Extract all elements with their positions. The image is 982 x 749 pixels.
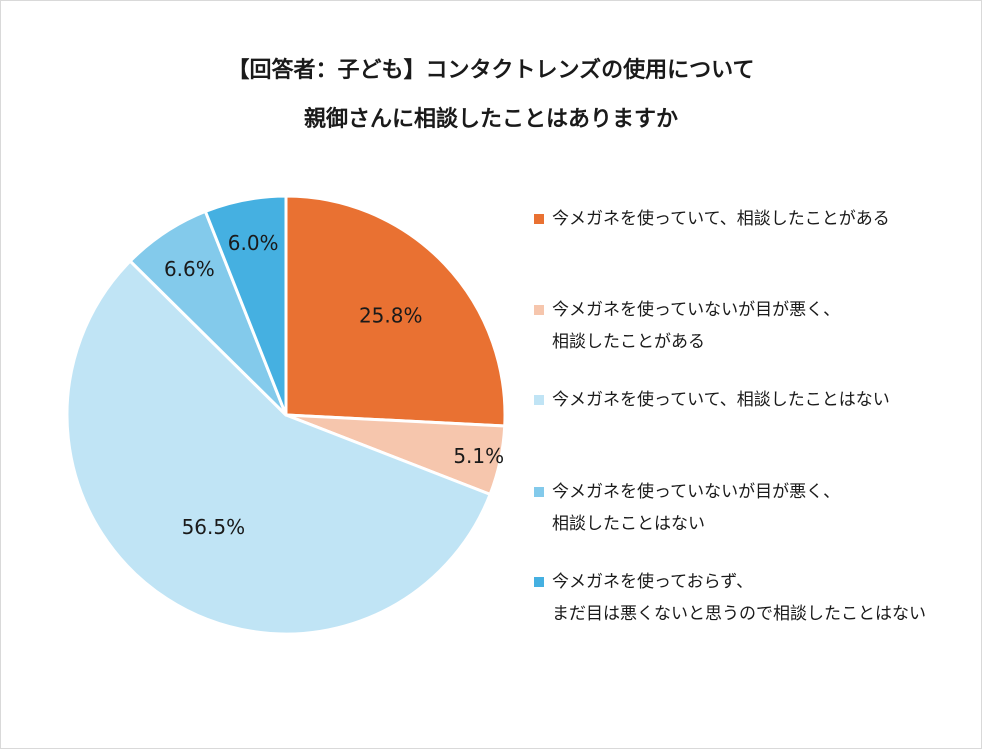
legend-label-3: 今メガネを使っていて、相談したことはない [552, 389, 890, 421]
legend-label-3-line-1: 今メガネを使っていて、相談したことはない [552, 390, 890, 410]
legend-label-2-line-1: 今メガネを使っていないが目が悪く、 [552, 300, 841, 320]
legend-swatch-1 [534, 214, 544, 224]
legend-swatch-2 [534, 305, 544, 315]
pie-slice-1 [284, 194, 507, 428]
legend-swatch-4 [534, 487, 544, 497]
legend-label-4-line-1: 今メガネを使っていないが目が悪く、 [552, 482, 841, 502]
chart-title-line-2: 親御さんに相談したことはありますか [303, 107, 678, 132]
slice-value-label-3: 56.5% [182, 515, 246, 539]
legend-label-5: 今メガネを使っておらず、まだ目は悪くないと思うので相談したことはない [552, 571, 926, 635]
slice-value-label-5: 6.0% [228, 231, 279, 255]
pie-slice-5 [203, 194, 288, 417]
legend-label-4-line-2: 相談したことはない [552, 514, 705, 534]
chart-title-line-1: 【回答者：子ども】コンタクトレンズの使用について [227, 58, 755, 83]
legend-label-1: 今メガネを使っていて、相談したことがある [552, 208, 890, 240]
legend-label-2: 今メガネを使っていないが目が悪く、 相談したことがある [552, 299, 840, 363]
legend-label-4: 今メガネを使っていないが目が悪く、 相談したことはない [552, 481, 840, 545]
legend-label-5-line-2: まだ目は悪くないと思うので相談したことはない [552, 604, 926, 624]
legend-label-1-line-1: 今メガネを使っていて、相談したことがある [552, 209, 890, 229]
legend-swatch-3 [534, 395, 544, 405]
slice-value-label-1: 25.8% [359, 303, 423, 327]
legend-swatch-5 [534, 577, 544, 587]
slice-value-label-2: 5.1% [453, 444, 504, 468]
legend-label-5-line-1: 今メガネを使っておらず、 [552, 572, 754, 592]
legend-label-2-line-2: 相談したことがある [552, 332, 705, 352]
pie-slice-3 [65, 259, 492, 636]
slice-value-label-4: 6.6% [164, 257, 215, 281]
